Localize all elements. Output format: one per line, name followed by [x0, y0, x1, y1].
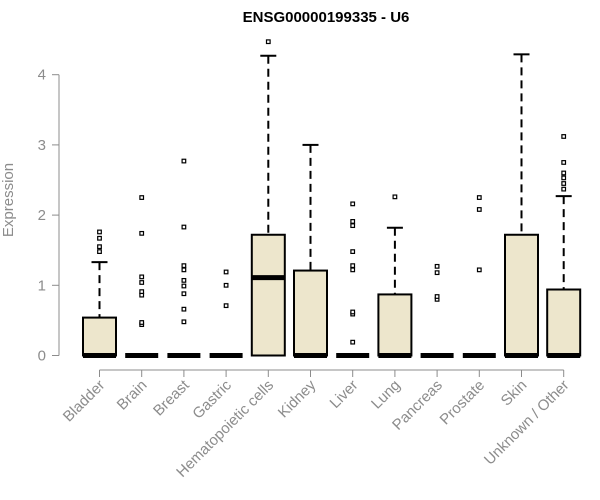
box-rect	[504, 233, 539, 357]
outlier-point	[561, 170, 567, 176]
outlier-point	[350, 267, 356, 273]
outlier-point	[223, 282, 229, 288]
outlier-point	[561, 134, 567, 139]
outlier-point	[350, 201, 356, 207]
outlier-point	[97, 229, 102, 235]
outlier-point	[350, 339, 356, 345]
outlier-point	[223, 269, 229, 275]
box-bladder	[82, 229, 117, 358]
box-kidney	[293, 143, 328, 358]
outlier-point	[181, 263, 187, 269]
outlier-point	[139, 320, 145, 325]
x-tick-label: Bladder	[60, 377, 109, 426]
outlier-point	[181, 319, 187, 325]
outlier-point	[139, 195, 145, 200]
outlier-point	[392, 194, 398, 200]
box-rect	[250, 233, 286, 357]
y-tick-label: 0	[38, 348, 46, 365]
outlier-point	[561, 175, 567, 181]
outlier-point	[350, 263, 356, 269]
box-hematopoietic-cells	[250, 39, 286, 357]
box-rect	[82, 316, 117, 357]
boxes-group	[82, 39, 582, 358]
outlier-point	[181, 277, 187, 283]
box-breast	[167, 158, 201, 358]
outlier-point	[181, 306, 187, 312]
y-axis: 0 1 2 3 4	[38, 67, 60, 365]
y-tick-label: 1	[38, 277, 46, 294]
outlier-point	[181, 283, 187, 289]
outlier-point	[265, 39, 271, 45]
box-lung	[377, 194, 413, 358]
outlier-point	[561, 160, 567, 165]
x-tick-label: Liver	[327, 377, 362, 412]
outlier-point	[97, 244, 102, 250]
outlier-point	[476, 207, 482, 212]
outlier-point	[434, 263, 440, 269]
outlier-point	[139, 230, 145, 236]
outlier-point	[139, 289, 145, 295]
outlier-point	[97, 249, 102, 255]
outlier-point	[139, 280, 145, 285]
chart-title: ENSG00000199335 - U6	[243, 9, 410, 26]
y-tick-label: 3	[38, 137, 46, 154]
box-unknown-other	[546, 134, 582, 358]
x-tick-label: Brain	[114, 377, 151, 414]
box-liver	[336, 201, 370, 358]
outlier-point	[561, 186, 567, 192]
outlier-point	[350, 249, 356, 255]
outlier-point	[434, 270, 440, 276]
outlier-point	[139, 274, 145, 280]
outlier-point	[181, 267, 187, 273]
box-pancreas	[420, 263, 454, 358]
outlier-point	[350, 223, 356, 229]
outlier-point	[350, 309, 356, 315]
x-tick-label: Lung	[368, 377, 404, 413]
box-rect	[546, 288, 582, 357]
box-skin	[504, 53, 539, 358]
x-tick-label: Breast	[150, 376, 193, 419]
outlier-point	[181, 224, 187, 230]
y-tick-label: 2	[38, 207, 46, 224]
outlier-point	[223, 303, 229, 309]
outlier-point	[181, 158, 187, 164]
box-gastric	[209, 269, 243, 358]
y-axis-label: Expression	[0, 163, 17, 237]
box-prostate	[462, 195, 496, 358]
x-tick-label: Prostate	[437, 377, 489, 429]
x-tick-label: Skin	[498, 377, 531, 410]
outlier-point	[181, 291, 187, 297]
outlier-point	[561, 181, 567, 186]
box-rect	[293, 269, 328, 357]
outlier-point	[350, 219, 356, 224]
outlier-point	[434, 294, 440, 299]
y-tick-label: 4	[38, 67, 46, 84]
outlier-point	[97, 235, 102, 241]
box-brain	[125, 195, 159, 358]
x-tick-label: Kidney	[275, 376, 320, 421]
box-rect	[377, 293, 413, 357]
outlier-point	[476, 267, 482, 273]
outlier-point	[476, 195, 482, 200]
